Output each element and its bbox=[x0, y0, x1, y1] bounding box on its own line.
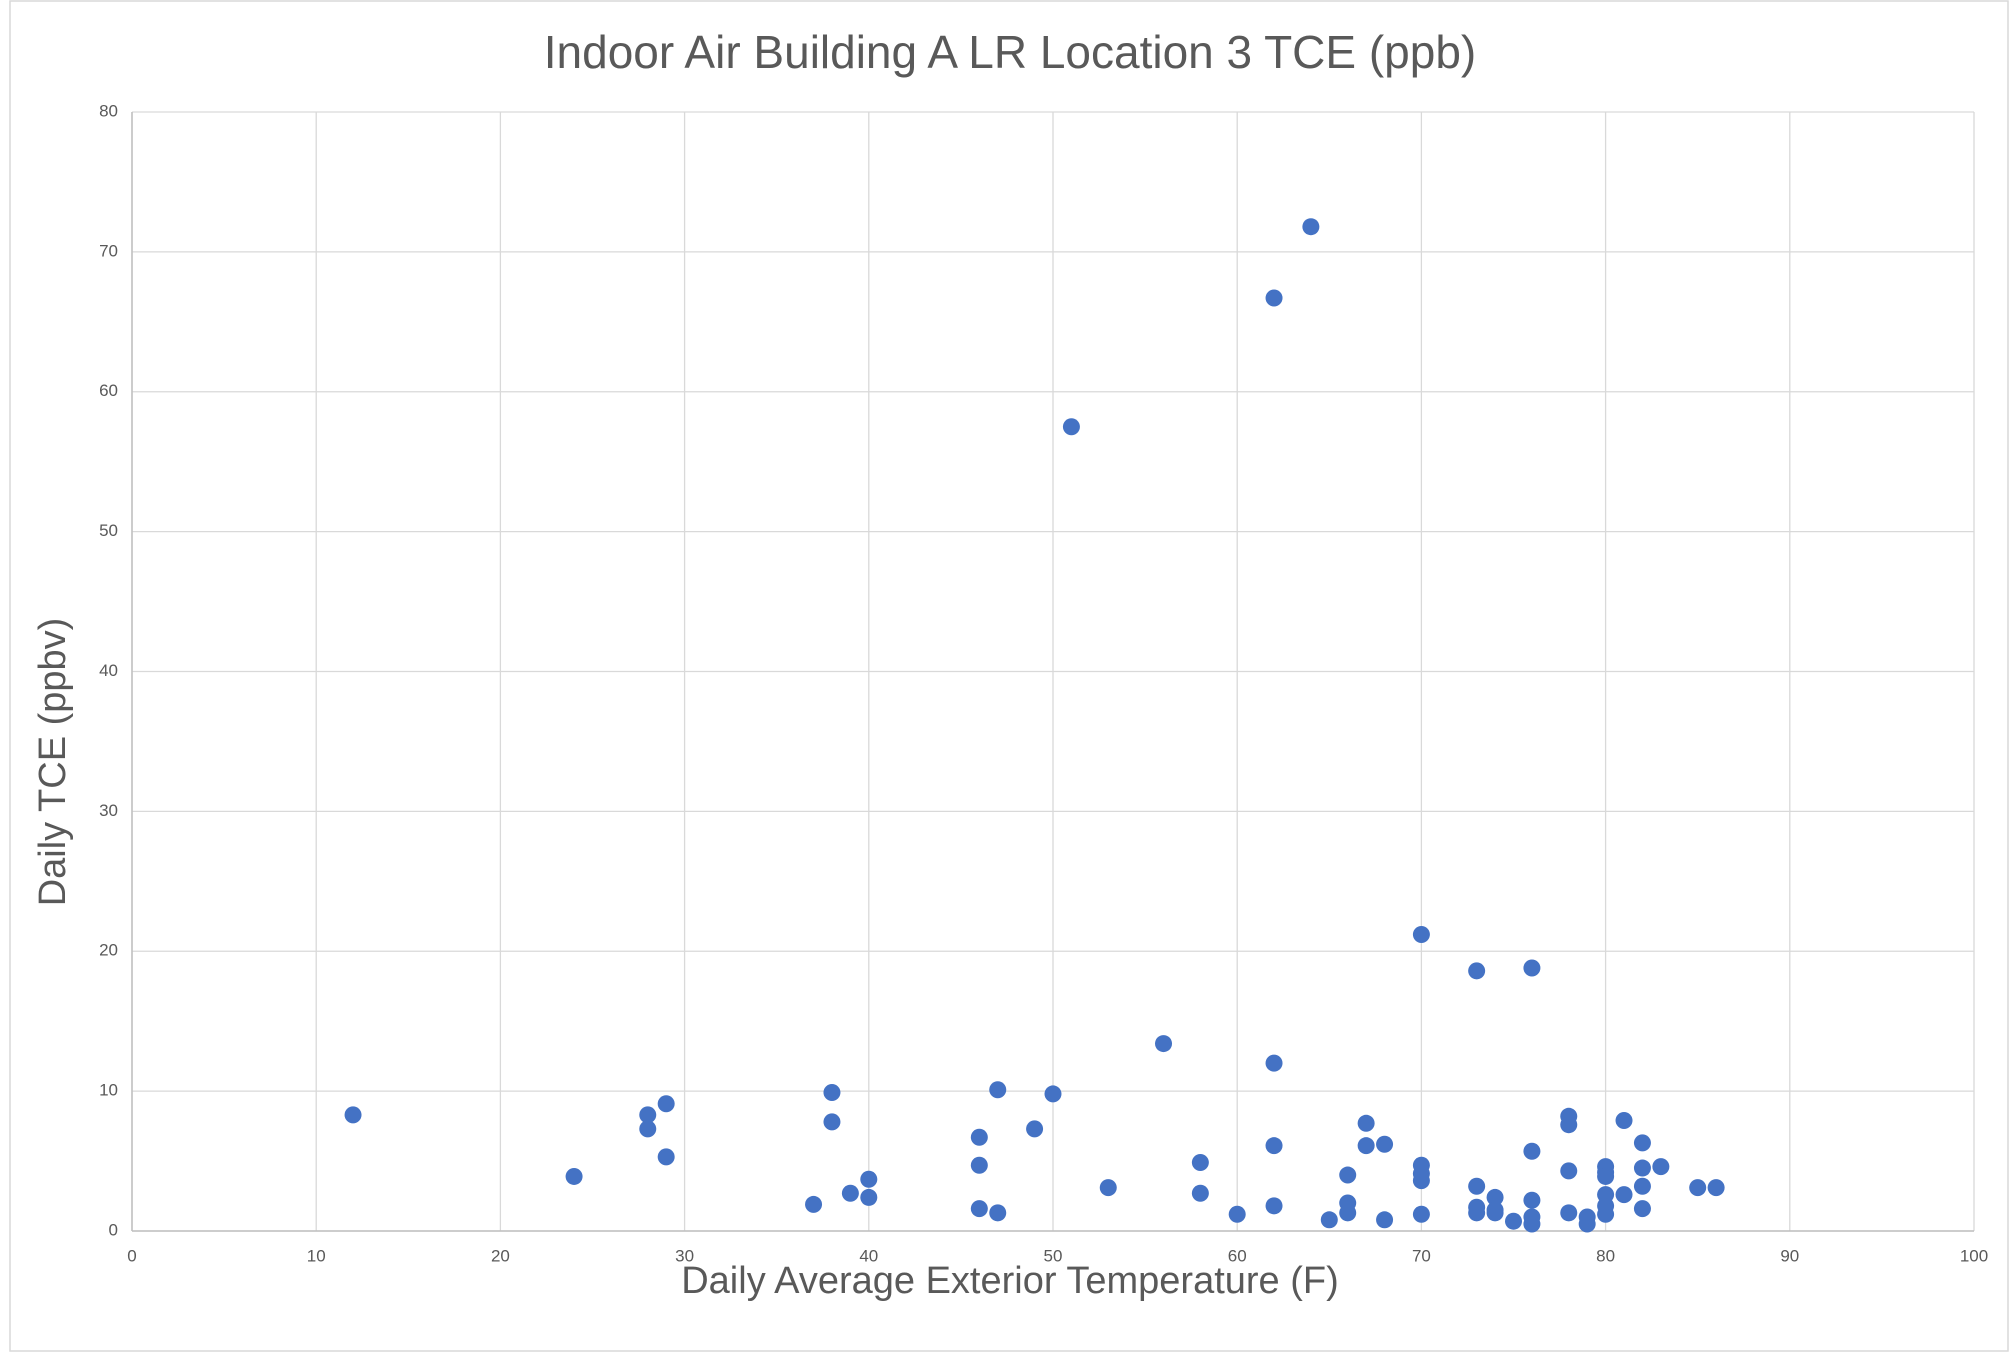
data-point bbox=[1265, 1137, 1283, 1155]
data-point bbox=[1468, 1177, 1486, 1195]
data-point bbox=[344, 1106, 362, 1124]
data-point bbox=[805, 1195, 823, 1213]
data-point bbox=[1652, 1158, 1670, 1176]
data-point bbox=[1357, 1114, 1375, 1132]
data-point bbox=[1339, 1166, 1357, 1184]
data-point bbox=[970, 1200, 988, 1218]
data-point bbox=[1044, 1085, 1062, 1103]
x-tick-label: 90 bbox=[1780, 1246, 1799, 1265]
x-tick-label: 60 bbox=[1228, 1246, 1247, 1265]
y-tick-label: 80 bbox=[99, 101, 118, 120]
data-point bbox=[1597, 1205, 1615, 1223]
data-point bbox=[1191, 1184, 1209, 1202]
y-tick-label: 70 bbox=[99, 241, 118, 260]
data-point bbox=[970, 1156, 988, 1174]
data-point bbox=[1412, 1205, 1430, 1223]
data-point bbox=[970, 1128, 988, 1146]
y-tick-label: 0 bbox=[109, 1220, 118, 1239]
chart-title: Indoor Air Building A LR Location 3 TCE … bbox=[544, 26, 1477, 78]
data-point bbox=[1560, 1204, 1578, 1222]
data-point bbox=[1486, 1188, 1504, 1206]
data-point bbox=[1633, 1134, 1651, 1152]
data-point bbox=[639, 1106, 657, 1124]
data-point bbox=[1707, 1179, 1725, 1197]
chart-border bbox=[9, 0, 2009, 1352]
data-point bbox=[1155, 1035, 1173, 1053]
y-axis-title: Daily TCE (ppbv) bbox=[32, 618, 74, 907]
x-tick-label: 30 bbox=[675, 1246, 694, 1265]
y-tick-label: 30 bbox=[99, 801, 118, 820]
y-tick-label: 40 bbox=[99, 661, 118, 680]
data-point bbox=[1689, 1179, 1707, 1197]
data-point bbox=[657, 1148, 675, 1166]
data-point bbox=[1265, 1197, 1283, 1215]
x-tick-label: 40 bbox=[859, 1246, 878, 1265]
data-point bbox=[860, 1188, 878, 1206]
data-point bbox=[1191, 1153, 1209, 1171]
data-point bbox=[1228, 1205, 1246, 1223]
data-point bbox=[1468, 1204, 1486, 1222]
data-point bbox=[1597, 1167, 1615, 1185]
data-point bbox=[1505, 1212, 1522, 1230]
y-tick-label: 60 bbox=[99, 381, 118, 400]
x-tick-label: 70 bbox=[1412, 1246, 1431, 1265]
x-tick-label: 100 bbox=[1960, 1246, 1988, 1265]
data-point bbox=[1302, 218, 1320, 236]
data-point bbox=[989, 1204, 1007, 1222]
x-tick-label: 20 bbox=[491, 1246, 510, 1265]
data-point bbox=[1633, 1200, 1651, 1218]
x-tick-label: 50 bbox=[1044, 1246, 1063, 1265]
data-point bbox=[860, 1170, 878, 1188]
data-point bbox=[1633, 1177, 1651, 1195]
data-point bbox=[1615, 1111, 1633, 1129]
data-point bbox=[1523, 959, 1541, 977]
data-point bbox=[1523, 1215, 1541, 1233]
data-point bbox=[823, 1084, 841, 1102]
data-point bbox=[639, 1120, 657, 1138]
data-point bbox=[1633, 1159, 1651, 1177]
x-tick-label: 0 bbox=[127, 1246, 136, 1265]
data-point bbox=[1339, 1204, 1357, 1222]
data-point bbox=[1062, 418, 1080, 436]
data-point bbox=[1376, 1135, 1394, 1153]
data-point bbox=[1026, 1120, 1044, 1138]
data-point bbox=[1265, 289, 1283, 307]
data-point bbox=[1523, 1142, 1541, 1160]
data-point bbox=[989, 1081, 1007, 1099]
data-point bbox=[1560, 1162, 1578, 1180]
data-point bbox=[1357, 1137, 1375, 1155]
data-point bbox=[1412, 925, 1430, 943]
data-point bbox=[1486, 1204, 1504, 1222]
x-tick-label: 10 bbox=[307, 1246, 326, 1265]
data-point bbox=[657, 1095, 675, 1113]
data-point bbox=[1468, 962, 1486, 980]
data-point bbox=[1615, 1186, 1633, 1204]
data-point bbox=[1265, 1054, 1283, 1072]
data-point bbox=[1376, 1211, 1394, 1229]
data-point bbox=[1523, 1191, 1541, 1209]
data-point bbox=[1578, 1215, 1596, 1233]
data-point bbox=[1320, 1211, 1338, 1229]
data-point bbox=[841, 1184, 859, 1202]
data-point bbox=[1099, 1179, 1117, 1197]
y-tick-label: 20 bbox=[99, 941, 118, 960]
data-point bbox=[565, 1167, 583, 1185]
data-point bbox=[1560, 1116, 1578, 1134]
data-point bbox=[823, 1113, 841, 1131]
y-tick-label: 50 bbox=[99, 521, 118, 540]
x-tick-label: 80 bbox=[1596, 1246, 1615, 1265]
x-axis-title: Daily Average Exterior Temperature (F) bbox=[681, 1260, 1339, 1302]
y-tick-label: 10 bbox=[99, 1081, 118, 1100]
data-point bbox=[1412, 1172, 1430, 1190]
